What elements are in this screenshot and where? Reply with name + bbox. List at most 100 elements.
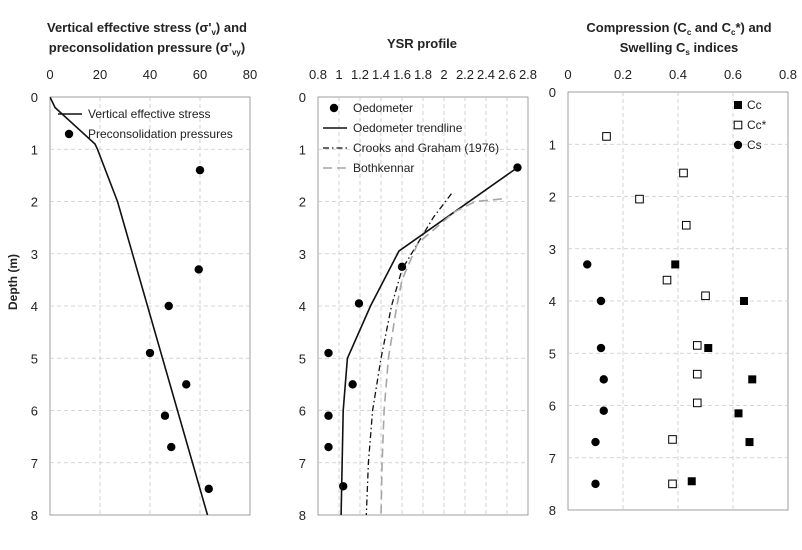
indices-data-point (591, 437, 600, 447)
ysr-xtick-label: 2.2 (456, 67, 474, 82)
indices-ytick-label: 8 (549, 503, 556, 518)
indices-data-point (745, 438, 754, 447)
ysr-ytick-label: 6 (299, 404, 306, 419)
indices-data-point (668, 435, 677, 444)
indices-data-point (596, 296, 606, 306)
indices-data-point (692, 341, 702, 350)
ysr-series-line (380, 198, 502, 515)
indices-data-point (671, 260, 680, 269)
stress-ytick-label: 1 (31, 142, 38, 157)
indices-legend: Cc Cc* Cs (733, 98, 767, 152)
stress-data-point (182, 380, 191, 389)
panel-ysr: YSR profile 0 1 2 3 4 5 6 7 8 0.8 1 1.2 1.4 1.6 1.8 2 2.… (299, 36, 537, 523)
stress-legend-swatch (64, 129, 74, 139)
stress-legend-label: Vertical effective stress (88, 107, 211, 121)
stress-ytick-label: 4 (31, 299, 38, 314)
indices-ytick-label: 5 (549, 346, 556, 361)
indices-data-point (734, 409, 743, 418)
indices-data-point (583, 260, 592, 269)
ysr-ytick-label: 8 (299, 508, 306, 523)
indices-data-point (687, 477, 696, 486)
indices-data-point (668, 479, 677, 489)
stress-xtick-label: 80 (243, 67, 257, 82)
ysr-legend: Oedometer Oedometer trendline Crooks and G… (323, 101, 499, 175)
indices-data-point (748, 375, 757, 384)
stress-xtick-label: 40 (143, 67, 157, 82)
indices-legend-swatch (733, 140, 743, 150)
stress-ytick-label: 8 (31, 508, 38, 523)
stress-title-line-1: Vertical effective stress (σ'v) and (47, 20, 247, 37)
ysr-legend-label: Bothkennar (353, 161, 414, 175)
indices-data-point (692, 398, 702, 408)
stress-ytick-label: 5 (31, 351, 38, 366)
stress-legend: Vertical effective stress Preconsolidatio… (58, 107, 233, 141)
indices-data-point (602, 132, 611, 141)
stress-legend-label: Preconsolidation pressures (88, 127, 233, 141)
stress-ytick-label: 2 (31, 195, 38, 210)
ysr-series-line (340, 166, 518, 515)
stress-ylabel: Depth (m) (6, 254, 20, 310)
stress-ytick-label: 3 (31, 247, 38, 262)
indices-title-line-1: Compression (Cc and Cc*) and (586, 20, 771, 37)
indices-data-point (591, 479, 600, 489)
ysr-xtick-label: 1.8 (414, 67, 432, 82)
stress-data-point (194, 265, 203, 274)
indices-data-point (681, 220, 691, 230)
stress-series-line (50, 97, 209, 515)
indices-xtick-label: 0.8 (779, 67, 797, 82)
ysr-ytick-label: 2 (299, 195, 306, 210)
panel-stress: Vertical effective stress (σ'v) and prec… (6, 20, 257, 523)
indices-data-point (596, 343, 606, 353)
ysr-data-point (324, 411, 333, 420)
stress-title-line-2: preconsolidation pressure (σ'vy) (49, 40, 245, 57)
ysr-ytick-label: 1 (299, 142, 306, 157)
ysr-xtick-label: 2 (440, 67, 447, 82)
stress-grid (49, 96, 251, 516)
stress-series (50, 97, 213, 515)
ysr-xtick-label: 1.2 (351, 67, 369, 82)
indices-xtick-label: 0 (564, 67, 571, 82)
ysr-title: YSR profile (387, 36, 457, 51)
stress-ytick-label: 7 (31, 456, 38, 471)
indices-ticks: 0 1 2 3 4 5 6 7 8 0 0.2 0.4 0.6 0.8 (549, 67, 797, 518)
indices-series (583, 132, 757, 489)
stress-data-point (204, 484, 213, 494)
ysr-ytick-label: 4 (299, 299, 306, 314)
indices-legend-label: Cc* (747, 118, 767, 132)
ysr-data-point (348, 380, 357, 389)
indices-data-point (635, 194, 644, 204)
indices-title-line-2: Swelling Cs indices (620, 40, 739, 57)
indices-ytick-label: 3 (549, 242, 556, 257)
ysr-data-point (324, 442, 333, 452)
ysr-data-point (354, 299, 364, 308)
indices-legend-label: Cs (747, 138, 762, 152)
indices-ytick-label: 4 (549, 294, 556, 309)
indices-data-point (599, 406, 608, 415)
indices-legend-label: Cc (747, 98, 762, 112)
indices-ytick-label: 1 (549, 137, 556, 152)
ysr-legend-label: Oedometer (353, 101, 413, 115)
ysr-xtick-label: 1.6 (393, 67, 411, 82)
panel-indices: Compression (Cc and Cc*) and Swelling Cs… (549, 20, 797, 518)
indices-xtick-label: 0.2 (614, 67, 632, 82)
ysr-xtick-label: 2.8 (519, 67, 537, 82)
ysr-ticks: 0 1 2 3 4 5 6 7 8 0.8 1 1.2 1.4 1.6 1.8 2 2.2 2.4 2.6 2.8 (299, 67, 537, 523)
stress-data-point (160, 411, 170, 420)
indices-xtick-label: 0.4 (669, 67, 687, 82)
ysr-legend-label: Oedometer trendline (353, 121, 463, 135)
ysr-data-point (324, 348, 333, 358)
stress-data-point (195, 165, 205, 175)
ysr-xtick-label: 1 (335, 67, 342, 82)
stress-xtick-label: 20 (93, 67, 107, 82)
indices-data-point (701, 291, 710, 301)
stress-ytick-label: 6 (31, 404, 38, 419)
stress-xtick-label: 60 (193, 67, 207, 82)
ysr-series-line (365, 193, 452, 515)
ysr-ytick-label: 7 (299, 456, 306, 471)
stress-ytick-label: 0 (31, 90, 38, 105)
stress-data-point (145, 348, 155, 358)
indices-ytick-label: 2 (549, 190, 556, 205)
indices-ytick-label: 7 (549, 451, 556, 466)
indices-data-point (599, 375, 608, 384)
